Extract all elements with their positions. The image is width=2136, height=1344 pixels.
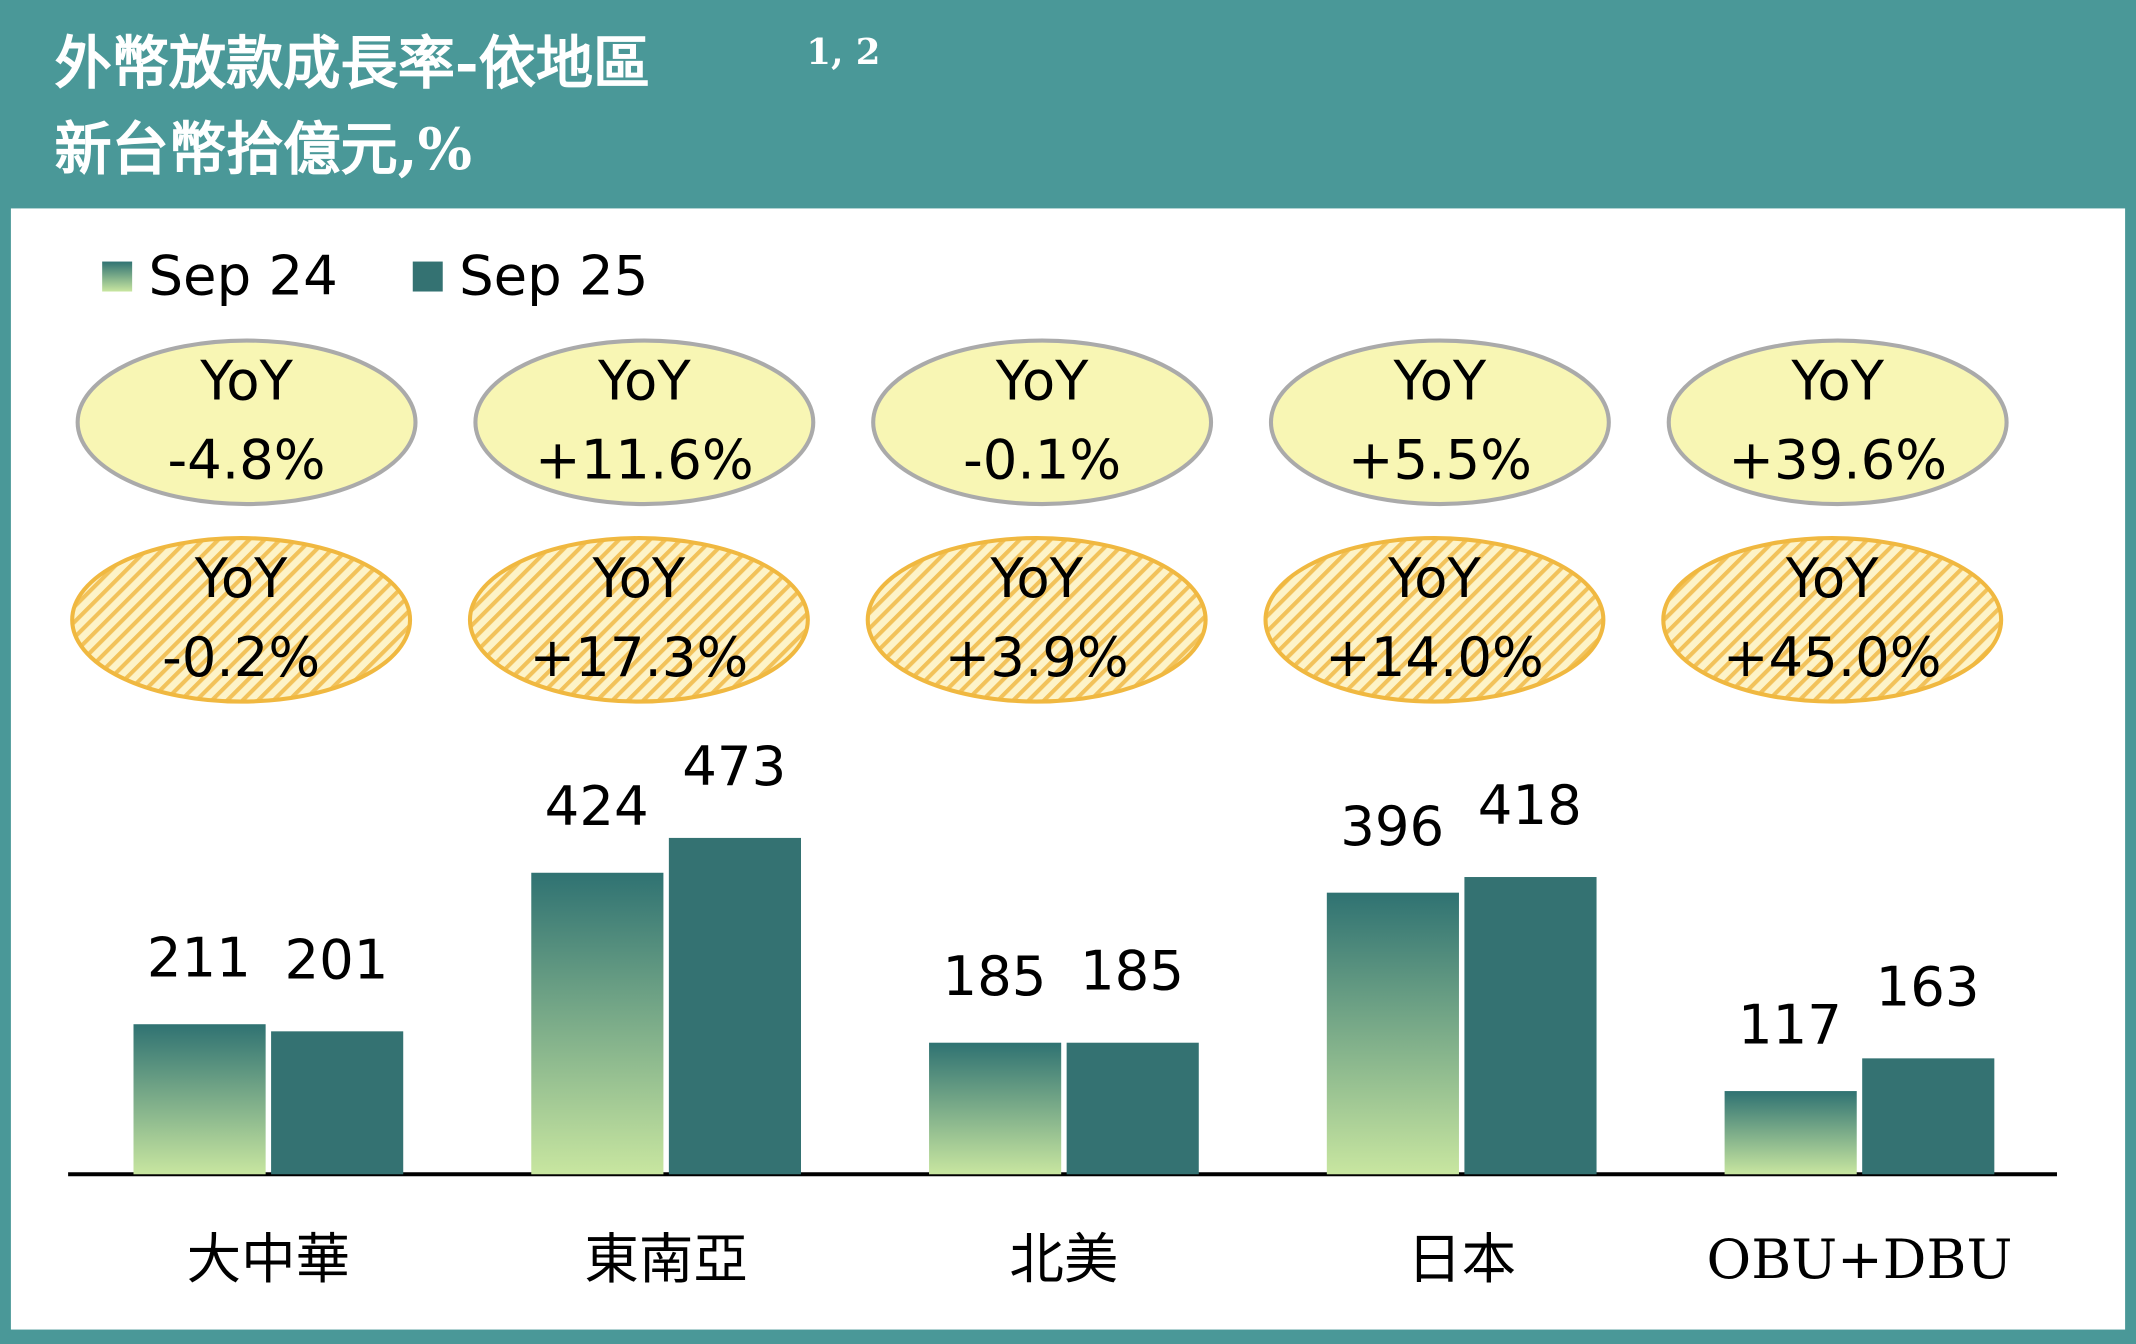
yoy-label: YoY [1393, 348, 1487, 412]
yoy-label: YoY [1387, 546, 1481, 610]
yoy-label: YoY [1790, 348, 1884, 412]
bar [1066, 1042, 1199, 1175]
value-label: 185 [1080, 939, 1184, 1003]
yoy-label: YoY [199, 348, 293, 412]
yoy-value: +17.3% [530, 625, 749, 689]
value-label: 185 [942, 944, 1046, 1008]
chart-subtitle: 新台幣拾億元,% [54, 116, 471, 183]
yoy-label: YoY [194, 546, 288, 610]
x-tick-label: 北美 [1009, 1227, 1118, 1291]
yoy-bubble [1661, 536, 2004, 704]
yoy-label: YoY [592, 546, 686, 610]
yoy-value: -0.2% [162, 625, 320, 689]
yoy-value: +11.6% [535, 427, 754, 491]
value-label: 201 [284, 927, 388, 991]
x-tick-label: 日本 [1407, 1227, 1516, 1291]
legend-swatch [412, 261, 443, 292]
title-superscript: 1, 2 [806, 32, 880, 73]
yoy-value: +45.0% [1723, 625, 1942, 689]
value-label: 211 [147, 926, 251, 990]
yoy-value: -0.1% [963, 427, 1121, 491]
value-label: 473 [682, 734, 786, 798]
yoy-label: YoY [597, 348, 691, 412]
value-label: 424 [545, 774, 649, 838]
yoy-bubble [467, 536, 810, 704]
bar [1724, 1091, 1857, 1175]
yoy-label: YoY [995, 348, 1089, 412]
yoy-label: YoY [989, 546, 1083, 610]
yoy-bubble [473, 338, 816, 507]
bar [271, 1031, 404, 1175]
yoy-value: +5.5% [1348, 427, 1532, 491]
value-label: 117 [1738, 993, 1842, 1057]
bar [531, 872, 664, 1175]
legend-label: Sep 24 [148, 243, 337, 307]
x-tick-label: 東南亞 [584, 1227, 747, 1291]
yoy-value: +3.9% [945, 625, 1129, 689]
value-label: 418 [1478, 773, 1582, 837]
x-tick-label: 大中華 [187, 1227, 350, 1291]
bar [1326, 892, 1459, 1175]
x-tick-label: OBU+DBU [1707, 1227, 2013, 1291]
value-label: 163 [1876, 954, 1980, 1018]
yoy-bubble [871, 338, 1214, 507]
yoy-bubble [1268, 338, 1611, 507]
value-label: 396 [1340, 794, 1444, 858]
yoy-bubble [75, 338, 418, 507]
yoy-value: +39.6% [1728, 427, 1947, 491]
yoy-bubble [1263, 536, 1606, 704]
bar [133, 1024, 266, 1175]
legend-swatch [102, 261, 133, 292]
bar [929, 1042, 1062, 1175]
yoy-bubble [70, 536, 413, 704]
bar [1464, 877, 1597, 1175]
yoy-label: YoY [1785, 546, 1879, 610]
bar [1862, 1058, 1995, 1175]
legend-label: Sep 25 [459, 243, 648, 307]
chart-title: 外幣放款成長率-依地區 [54, 30, 650, 97]
yoy-bubble [1666, 338, 2009, 507]
yoy-value: -4.8% [168, 427, 326, 491]
yoy-value: +14.0% [1325, 625, 1544, 689]
bar [668, 837, 801, 1175]
yoy-bubble [865, 536, 1208, 704]
